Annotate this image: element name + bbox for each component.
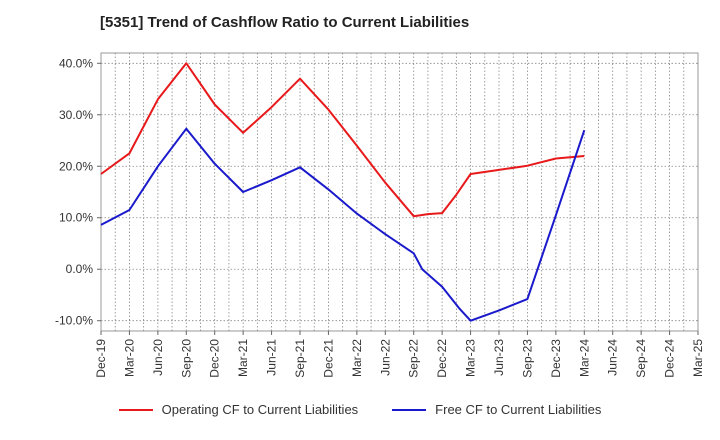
x-tick-label: Jun-22: [378, 339, 392, 376]
legend-label-operating-cf: Operating CF to Current Liabilities: [161, 402, 359, 417]
series-lines: [100, 62, 586, 322]
x-tick-label: Sep-21: [293, 339, 307, 378]
legend-item-operating-cf: Operating CF to Current Liabilities: [118, 402, 359, 417]
x-tick-label: Jun-24: [606, 339, 620, 376]
y-tick-label: 0.0%: [66, 262, 94, 276]
plot-area: [100, 52, 699, 332]
x-tick-label: Mar-20: [122, 339, 136, 377]
series-line-operating-cf: [100, 62, 585, 218]
chart-title: [5351] Trend of Cashflow Ratio to Curren…: [100, 14, 470, 31]
grid-lines: [101, 53, 698, 331]
x-tick-label: Jun-20: [151, 339, 165, 376]
y-tick-label: 40.0%: [59, 56, 93, 70]
y-tick-label: -10.0%: [55, 314, 93, 328]
legend-label-free-cf: Free CF to Current Liabilities: [435, 402, 602, 417]
x-tick-label: Dec-19: [94, 339, 108, 378]
legend-swatch-operating-cf: [118, 408, 153, 411]
legend: Operating CF to Current Liabilities Free…: [0, 402, 720, 417]
y-axis-ticks: 40.0% 30.0% 20.0% 10.0% 0.0% -10.0%: [55, 56, 101, 328]
x-tick-label: Dec-24: [663, 339, 677, 378]
series-line-free-cf: [100, 127, 586, 322]
y-tick-label: 30.0%: [59, 108, 93, 122]
y-tick-label: 20.0%: [59, 159, 93, 173]
x-axis-ticks: Dec-19 Mar-20 Jun-20 Sep-20 Dec-20 Mar-21 Jun-…: [94, 331, 705, 378]
x-tick-label: Sep-24: [634, 339, 648, 378]
line-chart: 40.0% 30.0% 20.0% 10.0% 0.0% -10.0% Dec-19 Mar…: [55, 52, 705, 378]
x-tick-label: Jun-21: [265, 339, 279, 376]
legend-swatch-free-cf: [392, 408, 427, 411]
x-tick-label: Mar-24: [577, 339, 591, 377]
x-tick-label: Dec-21: [321, 339, 335, 378]
x-tick-label: Mar-25: [691, 339, 705, 377]
x-tick-label: Dec-20: [208, 339, 222, 378]
x-tick-label: Mar-23: [464, 339, 478, 377]
x-tick-label: Jun-23: [492, 339, 506, 376]
x-tick-label: Mar-22: [350, 339, 364, 377]
y-tick-label: 10.0%: [59, 211, 93, 225]
x-tick-label: Sep-22: [407, 339, 421, 378]
x-tick-label: Sep-20: [179, 339, 193, 378]
x-tick-label: Sep-23: [520, 339, 534, 378]
legend-item-free-cf: Free CF to Current Liabilities: [392, 402, 601, 417]
x-tick-label: Dec-22: [435, 339, 449, 378]
x-tick-label: Mar-21: [236, 339, 250, 377]
x-tick-label: Dec-23: [549, 339, 563, 378]
